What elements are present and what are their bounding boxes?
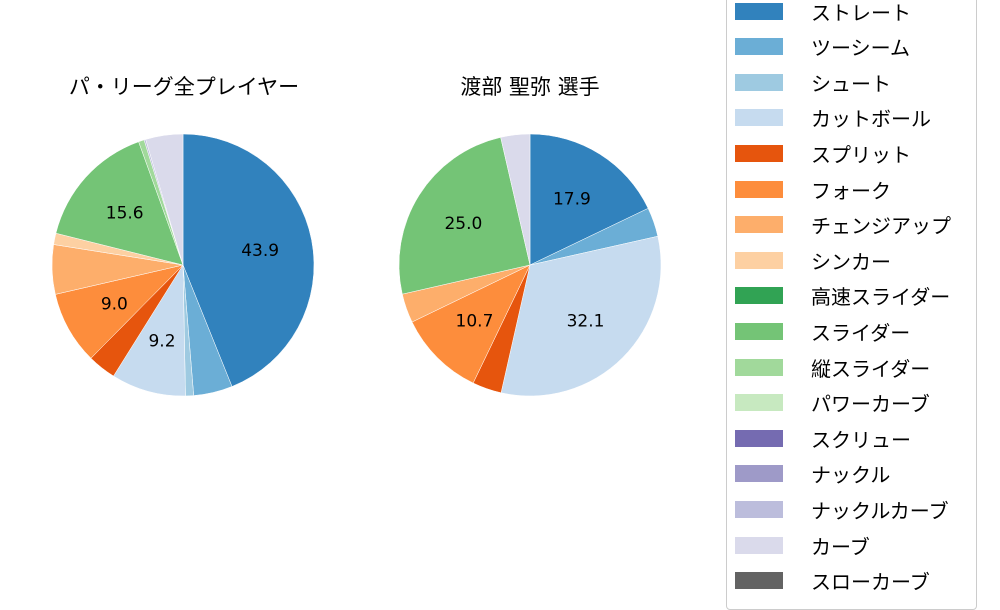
legend-label: パワーカーブ xyxy=(811,392,930,417)
slice-label: 25.0 xyxy=(444,214,482,234)
pie-slice xyxy=(145,133,184,266)
legend-swatch xyxy=(735,572,783,590)
legend-item: スプリット xyxy=(735,141,911,167)
legend-item: パワーカーブ xyxy=(735,391,930,417)
legend-swatch xyxy=(735,109,783,127)
legend-item: フォーク xyxy=(735,177,891,203)
legend-swatch xyxy=(735,322,783,340)
pie-charts: 43.9 9.2 9.0 15.6 17.9 32.1 10.7 25.0 xyxy=(51,133,662,397)
slice-label: 32.1 xyxy=(567,312,605,332)
legend-swatch xyxy=(735,144,783,162)
slice-label: 9.0 xyxy=(101,294,128,314)
legend-swatch xyxy=(735,500,783,518)
legend-label: シュート xyxy=(811,71,891,96)
legend-swatch xyxy=(735,429,783,447)
legend-label: スライダー xyxy=(811,320,911,345)
legend-label: ツーシーム xyxy=(811,36,910,61)
legend-item: スクリュー xyxy=(735,426,911,452)
pie-slice xyxy=(55,141,184,266)
legend-item: シンカー xyxy=(735,248,891,274)
legend-label: ストレート xyxy=(811,0,911,25)
legend-swatch xyxy=(735,251,783,269)
slice-label: 9.2 xyxy=(148,332,175,352)
chart-title-player: 渡部 聖弥 選手 xyxy=(460,75,600,99)
legend-label: カーブ xyxy=(811,534,870,559)
legend-label: スクリュー xyxy=(811,427,911,452)
legend-label: スプリット xyxy=(811,142,911,167)
legend-label: ナックル xyxy=(811,463,891,488)
legend-swatch xyxy=(735,536,783,554)
legend-label: 縦スライダー xyxy=(811,356,931,381)
pie-slice xyxy=(398,137,531,295)
chart-title-league: パ・リーグ全プレイヤー xyxy=(68,75,300,99)
legend-item: チェンジアップ xyxy=(735,213,951,239)
legend: ストレートツーシームシュートカットボール スプリットフォークチェンジアップ シンカー… xyxy=(726,0,977,610)
legend-swatch xyxy=(735,73,783,91)
legend-label: カットボール xyxy=(811,107,931,132)
legend-item: スライダー xyxy=(735,319,911,345)
legend-swatch xyxy=(735,394,783,412)
legend-item: ストレート xyxy=(735,0,911,25)
legend-item: ツーシーム xyxy=(735,35,910,61)
pie-league: 43.9 9.2 9.0 15.6 xyxy=(51,133,315,397)
legend-swatch xyxy=(735,216,783,234)
pie-slice xyxy=(500,133,531,266)
legend-swatch xyxy=(735,358,783,376)
pie-slice xyxy=(411,264,531,384)
pie-player: 17.9 32.1 10.7 25.0 xyxy=(398,133,662,397)
legend-label: スローカーブ xyxy=(811,570,930,595)
legend-item: 縦スライダー xyxy=(735,355,931,381)
legend-item: カットボール xyxy=(735,106,931,132)
pie-slice xyxy=(529,133,649,266)
pie-slice xyxy=(500,235,662,397)
legend-swatch xyxy=(735,2,783,20)
slice-label: 10.7 xyxy=(456,312,494,332)
slice-label: 43.9 xyxy=(241,241,279,261)
legend-label: フォーク xyxy=(811,178,891,203)
legend-swatch xyxy=(735,287,783,305)
pie-slice xyxy=(182,133,315,387)
legend-label: ナックルカーブ xyxy=(811,498,949,523)
legend-item: ナックル xyxy=(735,462,891,488)
legend-swatch xyxy=(735,38,783,56)
slice-label: 17.9 xyxy=(553,189,591,209)
legend-label: シンカー xyxy=(811,249,891,274)
legend-item: ナックルカーブ xyxy=(735,497,949,523)
legend-item: 高速スライダー xyxy=(735,284,951,310)
legend-label: 高速スライダー xyxy=(811,285,951,310)
legend-item: カーブ xyxy=(735,533,870,559)
legend-swatch xyxy=(735,180,783,198)
legend-swatch xyxy=(735,465,783,483)
slice-label: 15.6 xyxy=(106,203,144,223)
legend-item: シュート xyxy=(735,70,891,96)
legend-label: チェンジアップ xyxy=(811,214,951,239)
legend-item: スローカーブ xyxy=(735,569,930,595)
